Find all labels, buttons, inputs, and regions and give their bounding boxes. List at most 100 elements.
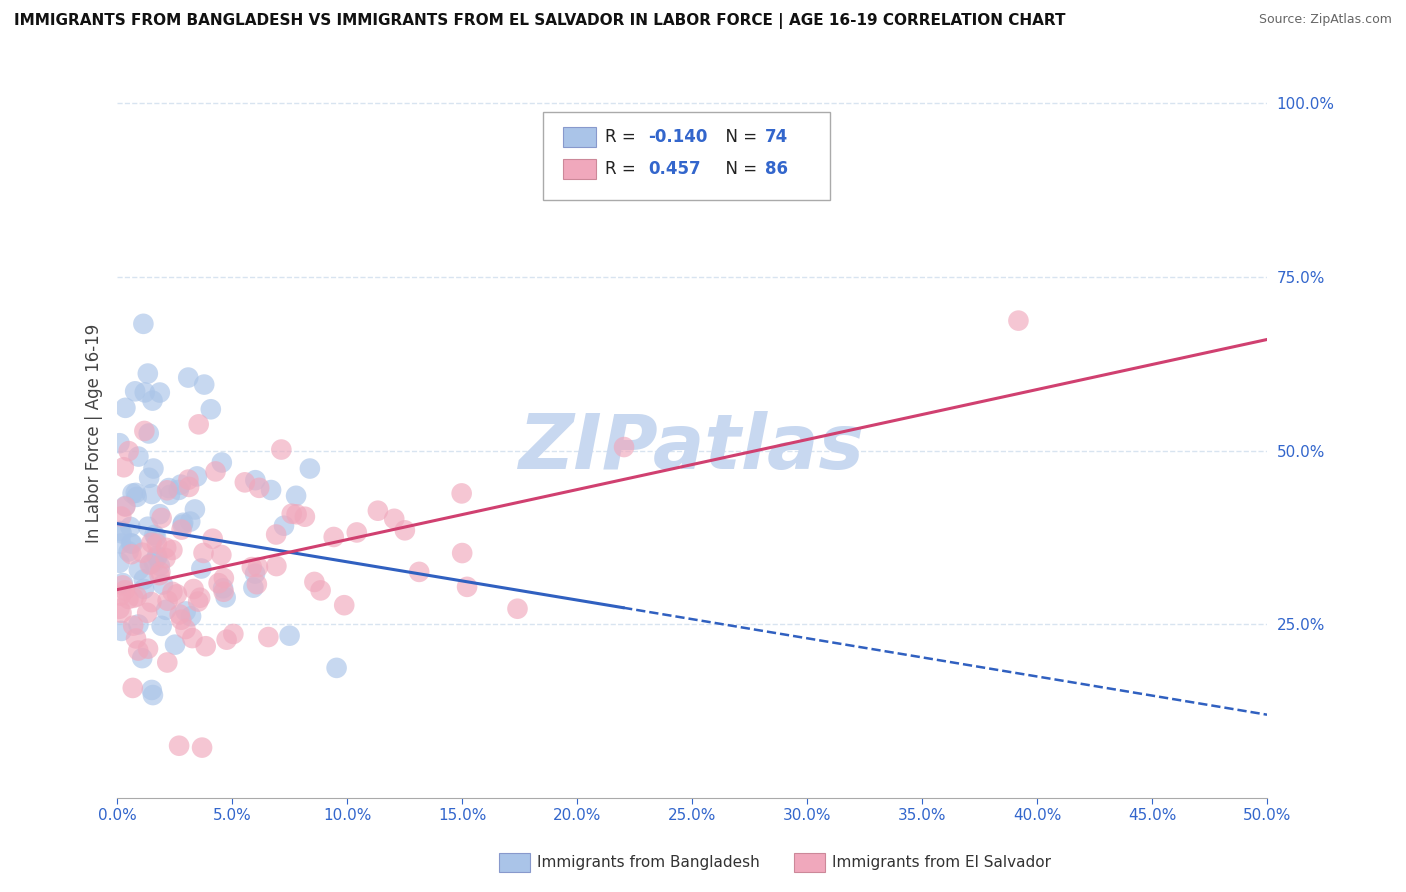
Point [155,551,177,566]
Text: N =: N = [716,161,762,178]
Point [309,583,332,598]
Point [111,576,134,591]
Point [112,460,135,475]
FancyBboxPatch shape [564,159,596,179]
Point [125,486,148,500]
Point [134,424,156,438]
Point [280,507,302,521]
Point [264,527,287,541]
Point [170,613,193,627]
Point [179,515,201,529]
Point [266,559,288,574]
Point [174,604,197,618]
Point [169,607,191,622]
Point [201,532,224,546]
Text: R =: R = [605,128,641,146]
Point [142,688,165,702]
Point [181,631,204,645]
Text: IMMIGRANTS FROM BANGLADESH VS IMMIGRANTS FROM EL SALVADOR IN LABOR FORCE | AGE 1: IMMIGRANTS FROM BANGLADESH VS IMMIGRANTS… [14,13,1066,29]
Text: ZIPatlas: ZIPatlas [519,411,865,485]
Point [141,683,163,698]
Point [108,436,131,450]
Point [172,517,194,532]
Point [149,385,172,400]
Point [174,622,197,636]
Point [214,591,236,605]
Point [215,632,238,647]
Point [184,502,207,516]
Point [117,544,139,558]
Point [136,606,159,620]
Point [177,480,200,494]
Point [246,577,269,591]
Point [1007,313,1029,327]
Point [172,516,194,530]
Point [128,563,150,577]
Point [110,606,132,620]
Point [125,490,148,504]
Point [155,603,177,617]
Point [177,473,200,487]
Y-axis label: In Labor Force | Age 16-19: In Labor Force | Age 16-19 [86,324,103,543]
Point [139,558,162,572]
Point [117,591,139,606]
Point [121,486,143,500]
Text: Source: ZipAtlas.com: Source: ZipAtlas.com [1258,13,1392,27]
Point [156,483,179,498]
Point [111,526,134,541]
Point [125,590,148,604]
Point [167,739,190,753]
Point [136,367,159,381]
Point [110,536,132,550]
Point [394,524,416,538]
Point [408,565,430,579]
Point [114,583,136,598]
Point [136,520,159,534]
Point [143,528,166,542]
Point [187,417,209,432]
Point [190,561,212,575]
Point [141,393,163,408]
Point [285,489,308,503]
Point [193,546,215,560]
Point [141,595,163,609]
Point [191,740,214,755]
Point [141,535,163,549]
Point [450,486,472,500]
Point [325,661,347,675]
Point [142,556,165,570]
Point [170,523,193,537]
Text: R =: R = [605,161,641,178]
Point [200,402,222,417]
Point [134,385,156,400]
Point [146,550,169,565]
Text: 0.457: 0.457 [648,161,702,178]
Point [187,594,209,608]
Point [162,585,184,599]
Point [138,426,160,441]
Point [194,639,217,653]
Point [346,525,368,540]
Point [367,504,389,518]
Point [245,473,267,487]
Point [177,370,200,384]
Text: 74: 74 [765,128,787,146]
Point [157,481,180,495]
Point [114,500,136,514]
Text: Immigrants from El Salvador: Immigrants from El Salvador [832,855,1052,870]
Point [150,511,173,525]
Point [257,630,280,644]
Point [162,543,184,558]
Text: N =: N = [716,128,762,146]
Point [170,477,193,491]
Point [243,566,266,581]
Text: Immigrants from Bangladesh: Immigrants from Bangladesh [537,855,759,870]
Point [285,508,308,522]
Point [111,578,134,592]
Point [141,487,163,501]
Point [167,483,190,497]
Point [246,560,269,574]
Point [114,401,136,415]
Point [333,598,356,612]
Point [110,509,132,524]
